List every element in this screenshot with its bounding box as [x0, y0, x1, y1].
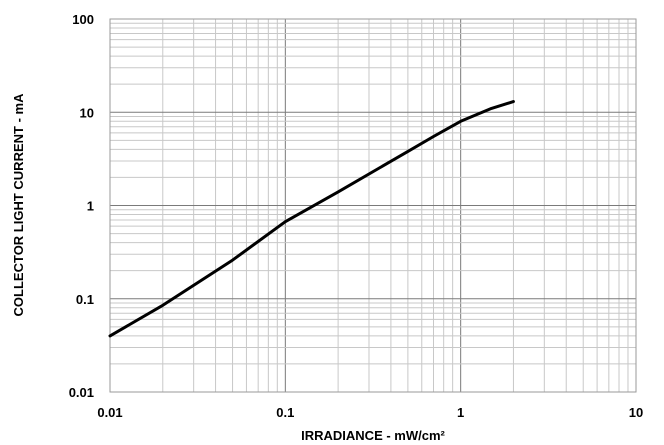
y-axis-title: COLLECTOR LIGHT CURRENT - mA [11, 93, 26, 317]
y-tick-label: 0.01 [69, 385, 94, 400]
y-tick-label: 100 [72, 12, 94, 27]
y-tick-labels: 0.01 0.1 1 10 100 [69, 12, 94, 400]
y-tick-label: 10 [80, 105, 94, 120]
chart-grid [110, 19, 636, 392]
series-layer [108, 100, 515, 338]
series-line-1 [108, 100, 515, 338]
x-tick-label: 0.01 [97, 405, 122, 420]
x-tick-label: 10 [629, 405, 643, 420]
y-tick-label: 0.1 [76, 292, 94, 307]
x-tick-label: 1 [457, 405, 464, 420]
x-tick-labels: 0.01 0.1 1 10 [97, 405, 643, 420]
x-axis-title: IRRADIANCE - mW/cm² [301, 428, 445, 443]
plot-frame [109, 18, 637, 393]
x-tick-label: 0.1 [276, 405, 294, 420]
y-tick-label: 1 [87, 199, 94, 214]
